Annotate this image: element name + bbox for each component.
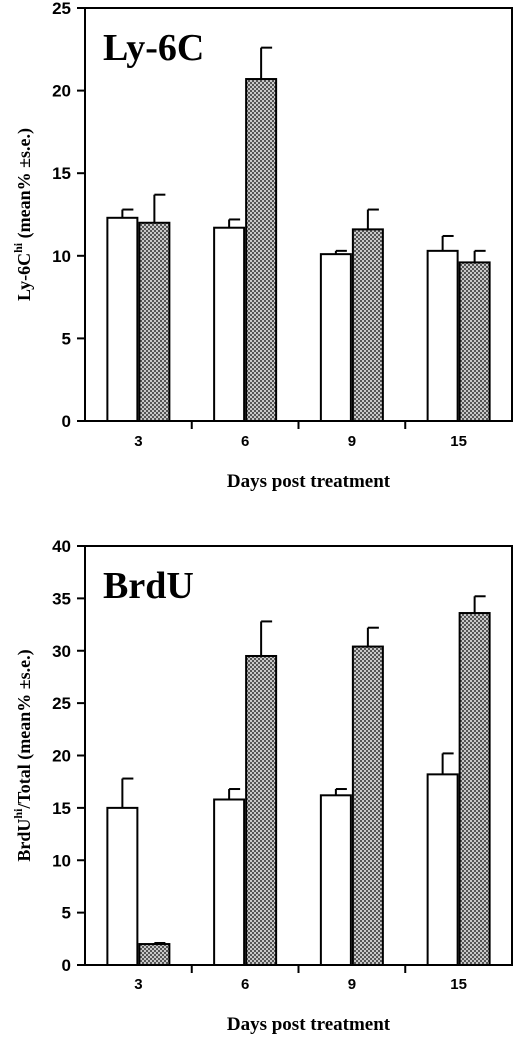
bar-crosshatch — [458, 261, 491, 422]
y-tick-label: 20 — [52, 747, 71, 766]
x-tick-label: 3 — [134, 976, 142, 993]
x-axis-title: Days post treatment — [227, 471, 391, 492]
y-axis-title-rest: (mean% ±s.e.) — [14, 128, 35, 243]
ly6c-chart: 0 5 10 15 20 25 3 6 9 15 Ly-6C Days post treatment L… — [11, 0, 513, 492]
y-tick-label: 20 — [52, 82, 71, 101]
y-tick-label: 30 — [52, 642, 71, 661]
y-axis-title-sup: hi — [11, 808, 25, 819]
x-axis-title: Days post treatment — [227, 1014, 391, 1035]
y-axis-title: BrdUhi/Total (mean% ±s.e.) — [11, 649, 35, 861]
x-tick-label: 6 — [241, 433, 249, 450]
y-axis-title-main: Ly-6C — [14, 253, 34, 301]
x-tick-label: 3 — [134, 433, 142, 450]
y-axis-title: Ly-6Chi (mean% ±s.e.) — [11, 128, 35, 301]
y-tick-label: 40 — [52, 537, 71, 556]
y-tick-label: 0 — [62, 412, 71, 431]
chart-title: BrdU — [103, 565, 194, 607]
bar-white — [426, 773, 459, 966]
y-tick-label: 10 — [52, 247, 71, 266]
x-tick-label: 15 — [450, 433, 467, 450]
y-tick-label: 5 — [62, 904, 71, 923]
y-tick-label: 0 — [62, 956, 71, 975]
bar-white — [213, 226, 246, 422]
bar-crosshatch — [245, 654, 278, 966]
bar-crosshatch — [458, 612, 491, 966]
x-tick-label: 9 — [348, 976, 356, 993]
bar-white — [106, 216, 139, 422]
y-tick-label: 5 — [62, 329, 71, 348]
y-tick-label: 25 — [52, 694, 71, 713]
bar-white — [319, 253, 352, 422]
bar-crosshatch — [351, 645, 384, 966]
y-axis-title-main: BrdU — [14, 819, 34, 862]
bar-crosshatch — [351, 228, 384, 422]
y-axis-title-sup: hi — [11, 242, 25, 253]
y-tick-label: 25 — [52, 0, 71, 18]
y-tick-label: 10 — [52, 851, 71, 870]
y-tick-label: 15 — [52, 799, 71, 818]
chart-title: Ly-6C — [103, 27, 204, 69]
y-axis-title-rest: /Total (mean% ±s.e.) — [14, 649, 35, 809]
bar-crosshatch — [138, 943, 171, 966]
x-tick-label: 15 — [450, 976, 467, 993]
y-tick-label: 35 — [52, 589, 71, 608]
bar-white — [106, 806, 139, 966]
y-tick-label: 15 — [52, 164, 71, 183]
bar-crosshatch — [245, 78, 278, 422]
bar-white — [213, 798, 246, 966]
bar-white — [426, 249, 459, 422]
x-tick-label: 6 — [241, 976, 249, 993]
bar-white — [319, 794, 352, 966]
brdu-chart: 0 5 10 15 20 25 30 35 40 3 6 9 15 BrdU Days post treat… — [11, 537, 513, 1035]
bar-crosshatch — [138, 221, 171, 422]
x-tick-label: 9 — [348, 433, 356, 450]
